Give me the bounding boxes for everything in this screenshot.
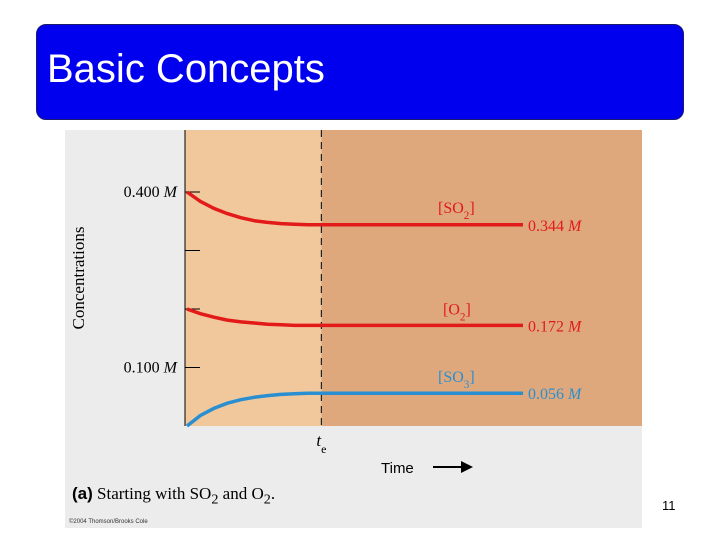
series-name-so2: [SO2] [438, 200, 475, 222]
caption-sub-1: 2 [211, 491, 219, 508]
series-line-so2 [185, 190, 523, 227]
caption-text-1: Starting with SO [92, 484, 212, 503]
title-bar: Basic Concepts [36, 24, 684, 120]
slide-number: 11 [662, 498, 676, 513]
x-axis-label: Time [381, 460, 414, 477]
series-line-o2 [186, 307, 523, 328]
caption-text-2: and O [218, 484, 264, 503]
time-arrow-head [461, 461, 473, 473]
series-end-value-o2: 0.172 M [528, 318, 583, 335]
caption-text-3: . [270, 484, 276, 503]
pre-equilibrium-region [185, 130, 322, 426]
series-line-so3 [185, 391, 523, 428]
equilibrium-region [321, 130, 642, 426]
figure-caption: (a) Starting with SO2 and O2. [72, 484, 275, 508]
y-tick-label: 0.400 M [124, 184, 179, 201]
y-axis-label: Concentrations [69, 227, 88, 330]
y-tick-label: 0.100 M [124, 360, 179, 377]
series-name-o2: [O2] [443, 301, 471, 323]
series-end-value-so3: 0.056 M [528, 386, 583, 403]
copyright-credit: ©2004 Thomson/Brooks Cole [69, 519, 148, 525]
caption-sub-2: 2 [263, 491, 271, 508]
equilibrium-time-label: te [316, 431, 326, 456]
series-end-value-so2: 0.344 M [528, 218, 583, 235]
slide-title: Basic Concepts [47, 47, 325, 91]
series-name-so3: [SO3] [438, 369, 475, 391]
caption-tag: (a) [72, 484, 93, 503]
concentration-chart: 0.400 M 0.100 M Concentrations te Time [SO2] 0… [69, 130, 642, 477]
